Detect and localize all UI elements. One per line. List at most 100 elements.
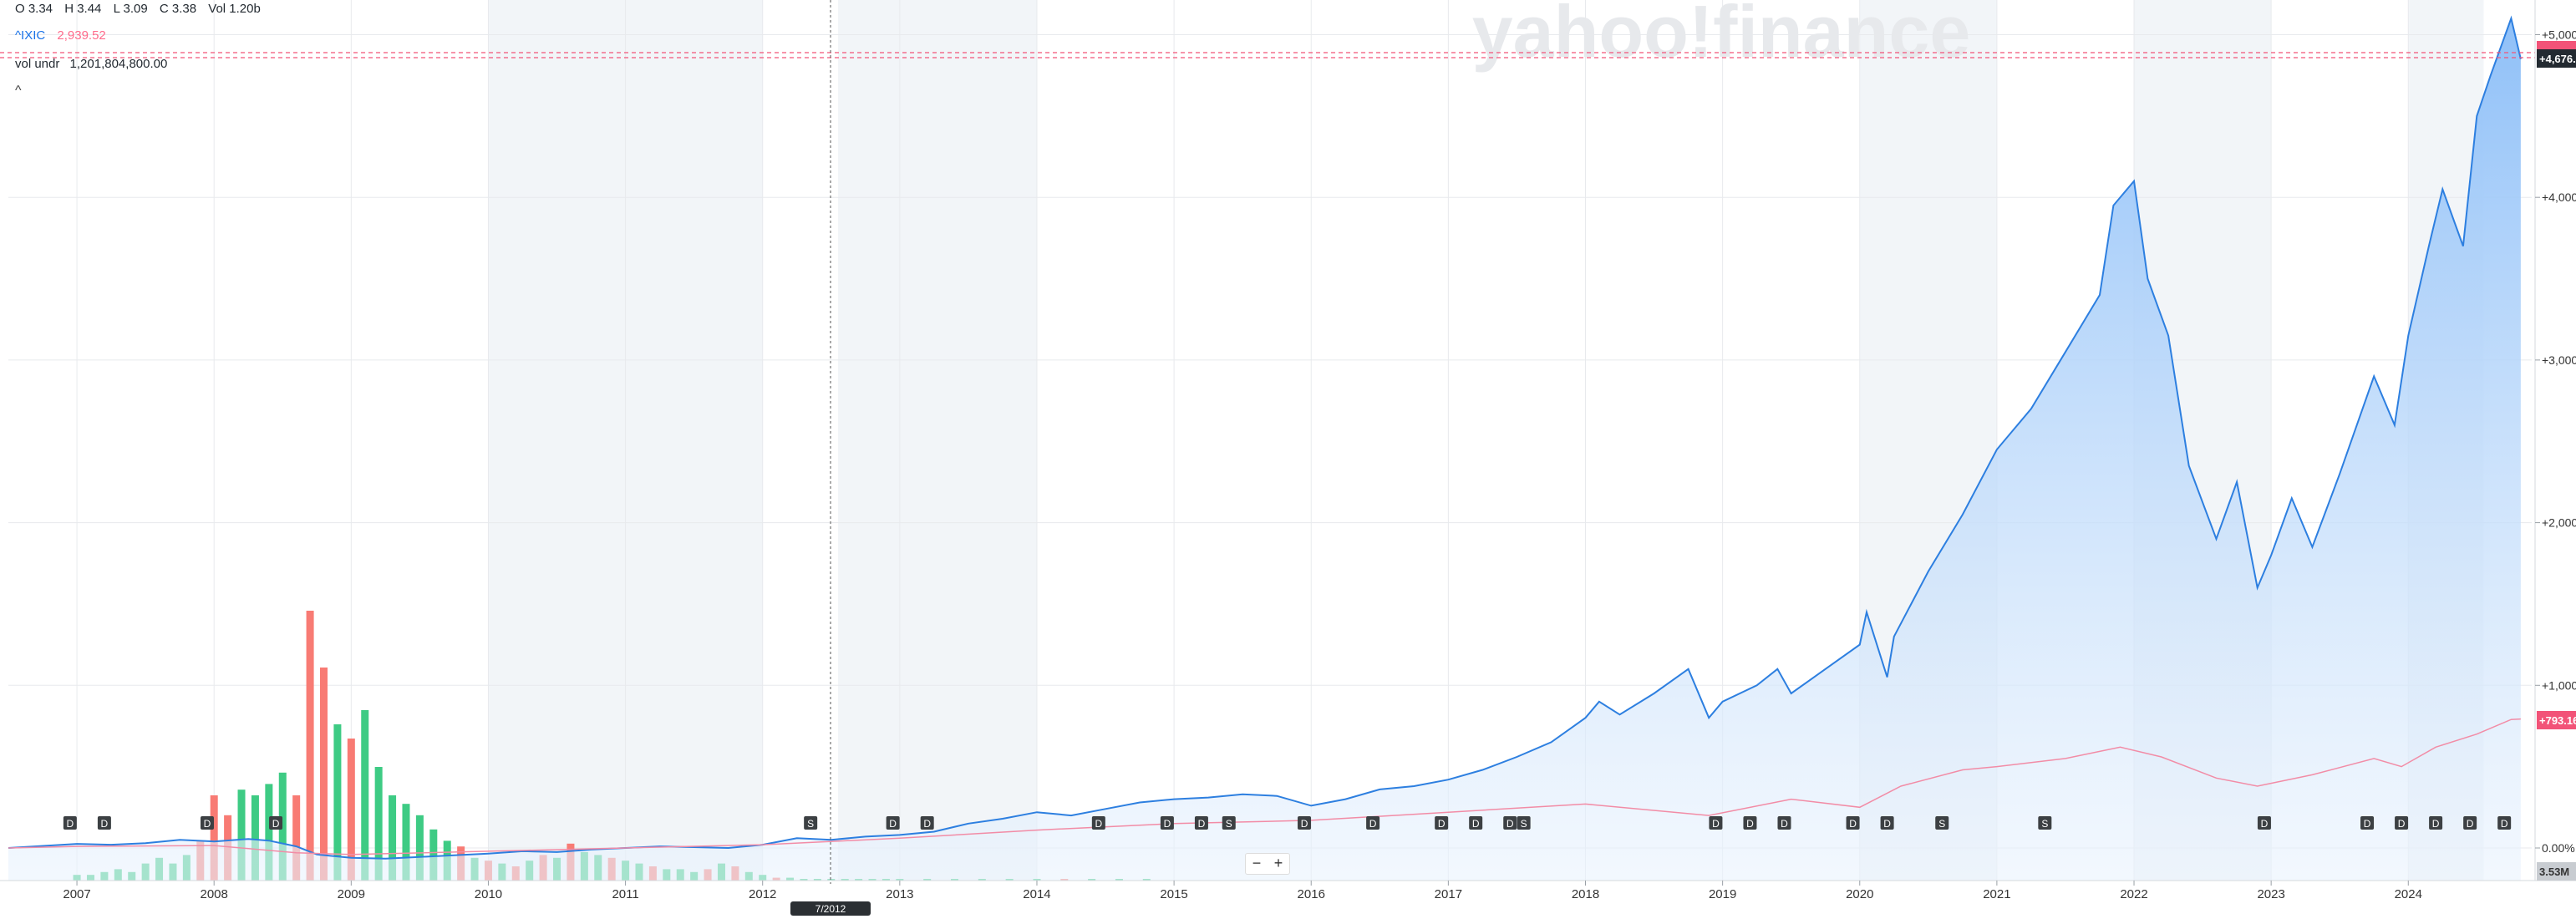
event-marker-box bbox=[1469, 816, 1483, 830]
volume-bar bbox=[374, 767, 383, 881]
event-marker-d[interactable]: D bbox=[1469, 816, 1483, 830]
event-marker-box bbox=[1846, 816, 1860, 830]
y-tick-label: +1,000. bbox=[2542, 678, 2576, 692]
symbol-legend[interactable]: ^IXIC 2,939.52 bbox=[15, 28, 106, 43]
last-value-badges: +4,676. +793.16 3.53M bbox=[2537, 41, 2576, 881]
ohlc-readout: O 3.34 H 3.44 L 3.09 C 3.38 Vol 1.20b bbox=[15, 2, 269, 16]
y-axis: 0.00% +1,000. +2,000. +3,000. +4,000. +5,000. bbox=[2534, 0, 2576, 881]
event-marker-s[interactable]: S bbox=[1935, 816, 1949, 830]
x-tick-label: 2018 bbox=[1572, 887, 1599, 901]
event-marker-label: D bbox=[2364, 818, 2371, 830]
event-marker-d[interactable]: D bbox=[1503, 816, 1517, 830]
x-tick-label: 2015 bbox=[1160, 887, 1187, 901]
event-marker-d[interactable]: D bbox=[1743, 816, 1757, 830]
event-marker-box bbox=[1935, 816, 1949, 830]
event-marker-s[interactable]: S bbox=[1222, 816, 1236, 830]
event-marker-d[interactable]: D bbox=[63, 816, 77, 830]
collapse-legend-chevron-icon[interactable]: ^ bbox=[15, 84, 22, 98]
x-tick-label: 2016 bbox=[1298, 887, 1325, 901]
event-marker-label: D bbox=[1712, 818, 1720, 830]
x-tick-label: 2012 bbox=[749, 887, 776, 901]
x-tick-label: 2009 bbox=[338, 887, 365, 901]
zoom-in-button[interactable]: + bbox=[1273, 855, 1283, 871]
event-marker-box bbox=[2257, 816, 2271, 830]
event-marker-box bbox=[1091, 816, 1105, 830]
event-marker-box bbox=[2463, 816, 2477, 830]
x-tick-label: 2020 bbox=[1846, 887, 1873, 901]
shaded-period bbox=[837, 0, 1037, 881]
event-marker-label: D bbox=[2398, 818, 2406, 830]
event-marker-label: S bbox=[1938, 818, 1945, 830]
event-marker-label: D bbox=[272, 818, 280, 830]
volume-bar bbox=[278, 772, 287, 881]
event-marker-d[interactable]: D bbox=[1298, 816, 1312, 830]
event-marker-s[interactable]: S bbox=[1517, 816, 1531, 830]
event-marker-d[interactable]: D bbox=[2360, 816, 2375, 830]
event-marker-label: D bbox=[1301, 818, 1308, 830]
zoom-out-button[interactable]: − bbox=[1252, 855, 1262, 871]
event-marker-label: D bbox=[1369, 818, 1377, 830]
event-marker-label: D bbox=[204, 818, 211, 830]
x-tick-label: 2011 bbox=[612, 887, 638, 901]
event-marker-box bbox=[2395, 816, 2409, 830]
event-marker-d[interactable]: D bbox=[920, 816, 934, 830]
event-marker-box bbox=[886, 816, 900, 830]
symbol-label[interactable]: ^IXIC bbox=[15, 28, 46, 43]
event-marker-d[interactable]: D bbox=[2463, 816, 2477, 830]
zoom-control: − + bbox=[1245, 853, 1290, 875]
event-marker-d[interactable]: D bbox=[1366, 816, 1380, 830]
event-marker-d[interactable]: D bbox=[1880, 816, 1894, 830]
event-marker-d[interactable]: D bbox=[1194, 816, 1208, 830]
event-marker-label: D bbox=[1883, 818, 1891, 830]
volume-bar bbox=[237, 789, 246, 881]
x-axis: 2007 2008 2009 2010 2011 2012 2013 2014 2015 2016… bbox=[0, 880, 2576, 916]
event-marker-d[interactable]: D bbox=[1846, 816, 1860, 830]
x-tick-label: 2023 bbox=[2257, 887, 2284, 901]
event-marker-box bbox=[2360, 816, 2375, 830]
event-marker-d[interactable]: D bbox=[2257, 816, 2271, 830]
event-marker-d[interactable]: D bbox=[2395, 816, 2409, 830]
y-tick-label: +3,000. bbox=[2542, 353, 2576, 367]
event-marker-box bbox=[1435, 816, 1449, 830]
event-marker-d[interactable]: D bbox=[1777, 816, 1791, 830]
event-marker-box bbox=[1366, 816, 1380, 830]
event-marker-label: S bbox=[807, 818, 814, 830]
event-marker-box bbox=[1517, 816, 1531, 830]
event-marker-box bbox=[1222, 816, 1236, 830]
event-marker-d[interactable]: D bbox=[2497, 816, 2512, 830]
event-marker-label: D bbox=[1438, 818, 1446, 830]
event-marker-box bbox=[200, 816, 214, 830]
event-marker-d[interactable]: D bbox=[200, 816, 214, 830]
event-marker-d[interactable]: D bbox=[1160, 816, 1174, 830]
event-marker-label: D bbox=[2467, 818, 2474, 830]
event-marker-label: S bbox=[1226, 818, 1232, 830]
volume-indicator-label[interactable]: vol undr bbox=[15, 57, 60, 71]
x-tick-label: 2013 bbox=[886, 887, 913, 901]
event-marker-d[interactable]: D bbox=[1435, 816, 1449, 830]
x-tick-label: 2010 bbox=[475, 887, 502, 901]
event-marker-d[interactable]: D bbox=[269, 816, 283, 830]
event-marker-d[interactable]: D bbox=[2429, 816, 2443, 830]
volume-indicator-value: 1,201,804,800.00 bbox=[69, 57, 168, 71]
event-marker-d[interactable]: D bbox=[1709, 816, 1723, 830]
volume-legend[interactable]: vol undr 1,201,804,800.00 bbox=[15, 57, 167, 71]
event-marker-box bbox=[1194, 816, 1208, 830]
y-tick-label: +2,000. bbox=[2542, 516, 2576, 530]
comparison-line-path bbox=[8, 718, 2521, 855]
event-marker-d[interactable]: D bbox=[1091, 816, 1105, 830]
event-marker-label: D bbox=[1164, 818, 1171, 830]
event-marker-label: D bbox=[2432, 818, 2440, 830]
event-marker-s[interactable]: S bbox=[2038, 816, 2052, 830]
event-marker-d[interactable]: D bbox=[97, 816, 111, 830]
x-tick-label: 2007 bbox=[63, 887, 90, 901]
event-marker-s[interactable]: S bbox=[804, 816, 818, 830]
event-marker-box bbox=[269, 816, 283, 830]
volume-bar bbox=[251, 795, 259, 881]
y-tick-label: +5,000. bbox=[2542, 28, 2576, 42]
event-marker-box bbox=[1777, 816, 1791, 830]
volume-value: Vol 1.20b bbox=[208, 2, 261, 16]
volume-bar bbox=[361, 710, 369, 881]
event-marker-d[interactable]: D bbox=[886, 816, 900, 830]
